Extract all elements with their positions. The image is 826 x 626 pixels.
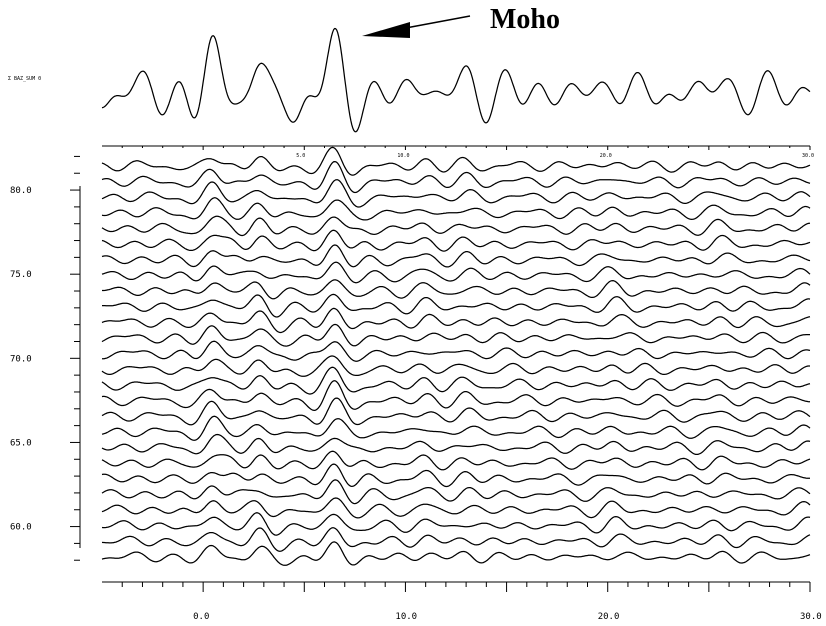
top-axis-tick-label: 30.0 <box>802 153 814 159</box>
trace-line <box>101 146 811 176</box>
stack-trace <box>101 27 811 133</box>
y-axis-tick-label: 80.0 <box>10 186 32 196</box>
trace-line <box>101 179 811 208</box>
trace-line <box>102 293 811 318</box>
trace-line <box>101 366 811 395</box>
trace-line <box>101 215 811 237</box>
y-axis-tick-label: 65.0 <box>10 438 32 448</box>
trace-line <box>101 160 811 194</box>
trace-line <box>101 541 811 566</box>
trace-line <box>101 323 810 347</box>
trace-line <box>101 340 811 362</box>
trace-line <box>102 279 811 300</box>
moho-label: Moho <box>490 4 560 35</box>
top-axis-tick-label: 5.0 <box>296 153 305 159</box>
trace-line <box>101 497 811 519</box>
trace-line <box>101 463 810 488</box>
trace-line <box>101 261 811 284</box>
x-axis: 0.0 10.0 20.0 30.0 <box>102 581 822 622</box>
trace-gather <box>101 146 811 566</box>
trace-line <box>101 397 811 426</box>
trace-line <box>101 244 811 268</box>
trace-line <box>101 380 811 412</box>
x-axis-tick-label: 10.0 <box>395 612 417 622</box>
trace-line <box>101 197 811 221</box>
moho-arrow-head <box>362 22 410 38</box>
x-axis-tick-label: 30.0 <box>800 612 822 622</box>
top-axis-tick-label: 20.0 <box>600 153 612 159</box>
trace-line <box>101 355 810 377</box>
stacked-trace-group <box>101 27 811 133</box>
top-x-axis: 5.0 10.0 20.0 30.0 <box>102 145 814 159</box>
y-axis: 60.0 65.0 70.0 75.0 80.0 <box>10 155 81 561</box>
trace-line <box>101 479 811 505</box>
x-axis-tick-label: 20.0 <box>598 612 620 622</box>
stack-trace-label: Σ BAZ_SUM 0 <box>8 76 41 82</box>
y-axis-tick-label: 60.0 <box>10 523 32 533</box>
trace-line <box>101 307 811 334</box>
y-axis-tick-label: 75.0 <box>10 270 32 280</box>
trace-line <box>101 229 811 252</box>
top-axis-tick-label: 10.0 <box>397 153 409 159</box>
trace-line <box>101 433 811 456</box>
trace-line <box>101 527 811 552</box>
x-axis-tick-label: 0.0 <box>193 612 209 622</box>
trace-line <box>101 512 811 536</box>
trace-line <box>101 450 811 471</box>
y-axis-tick-label: 70.0 <box>10 354 32 364</box>
trace-line <box>101 415 811 441</box>
moho-annotation: Moho <box>362 4 560 38</box>
